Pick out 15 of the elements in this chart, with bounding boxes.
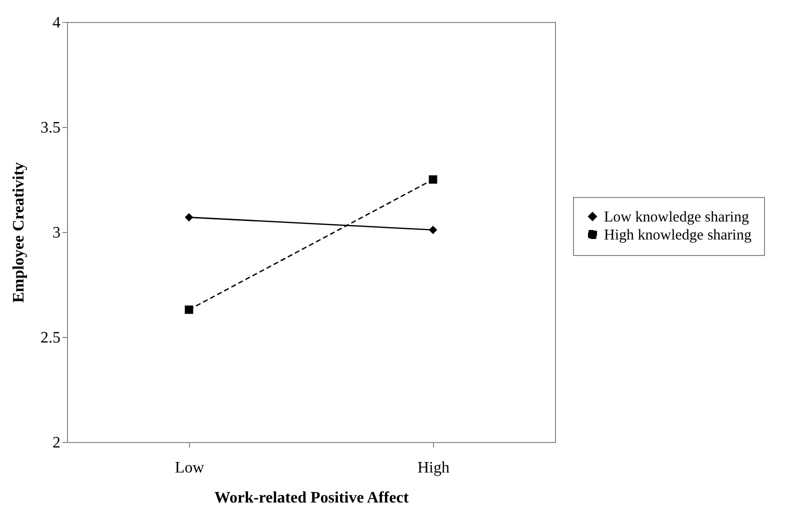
point [428,175,438,184]
x-axis-title: Work-related Positive Affect [214,490,410,506]
y-tick-label: 4 [52,14,60,32]
point [184,306,194,314]
y-tick-label: 2 [52,434,60,452]
y-tick-label: 3.5 [40,120,60,136]
x-tick-label: High [418,460,450,476]
y-tick-label: 3 [52,224,60,242]
y-tick-label: 2.5 [40,330,60,346]
y-axis-title: Employee Creativity [10,162,28,303]
x-tick-label: Low [174,460,205,476]
legend-label: Low knowledge sharing [604,210,750,226]
point [428,226,438,234]
legend-label: High knowledge sharing [604,228,752,244]
point [184,213,194,222]
